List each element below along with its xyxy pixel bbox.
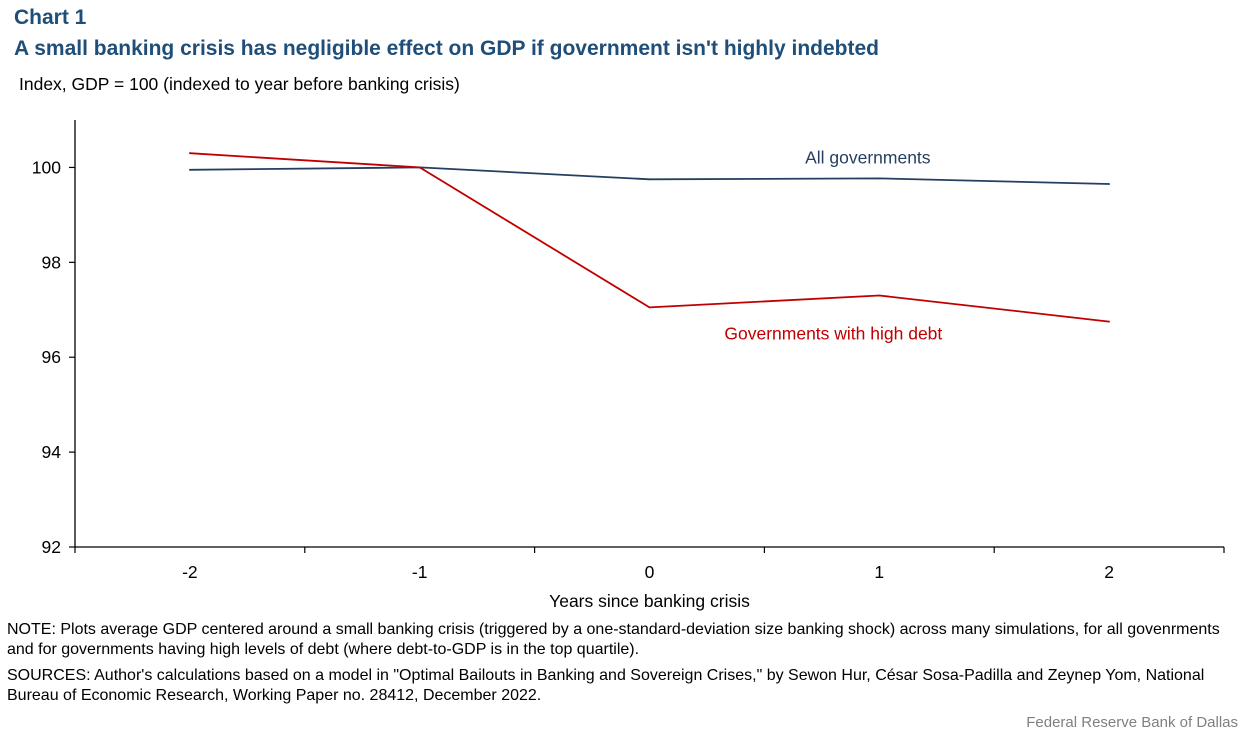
data-point-all-governments — [1108, 183, 1110, 185]
chart-series — [189, 152, 1110, 323]
chart-note: NOTE: Plots average GDP centered around … — [7, 621, 1220, 658]
y-tick-label: 94 — [42, 442, 62, 462]
series-line-all-governments — [189, 166, 1110, 185]
x-tick-label: 0 — [645, 562, 655, 582]
chart-title: A small banking crisis has negligible ef… — [14, 37, 879, 60]
data-point-high-debt-governments — [648, 306, 651, 309]
y-tick-label: 100 — [32, 157, 61, 177]
data-point-all-governments — [878, 177, 881, 180]
x-tick-label: 1 — [874, 562, 884, 582]
series-label-all-governments: All governments — [805, 147, 931, 167]
data-point-all-governments — [648, 178, 651, 181]
chart-sources: SOURCES: Author's calculations based on … — [7, 667, 1205, 704]
data-point-high-debt-governments — [878, 294, 881, 297]
data-point-high-debt-governments — [418, 166, 421, 169]
chart-labels: All governments Governments with high deb… — [724, 147, 942, 343]
y-tick-label: 98 — [42, 252, 61, 272]
data-point-high-debt-governments — [1108, 320, 1110, 323]
chart-label: Chart 1 — [14, 6, 87, 29]
y-tick-label: 96 — [42, 347, 61, 367]
x-tick-label: 2 — [1104, 562, 1114, 582]
y-axis-unit-label: Index, GDP = 100 (indexed to year before… — [19, 74, 460, 94]
x-tick-label: -1 — [412, 562, 428, 582]
x-tick-label: -2 — [182, 562, 198, 582]
data-point-all-governments — [189, 168, 191, 171]
data-point-high-debt-governments — [189, 152, 191, 155]
series-label-high-debt-governments: Governments with high debt — [724, 324, 942, 344]
y-tick-label: 92 — [42, 537, 61, 557]
chart-axes: 92 94 96 98 100 -2 -1 0 1 2 Years since banking cr… — [32, 120, 1225, 611]
x-axis-title: Years since banking crisis — [549, 591, 750, 611]
source-credit: Federal Reserve Bank of Dallas — [1026, 714, 1238, 731]
